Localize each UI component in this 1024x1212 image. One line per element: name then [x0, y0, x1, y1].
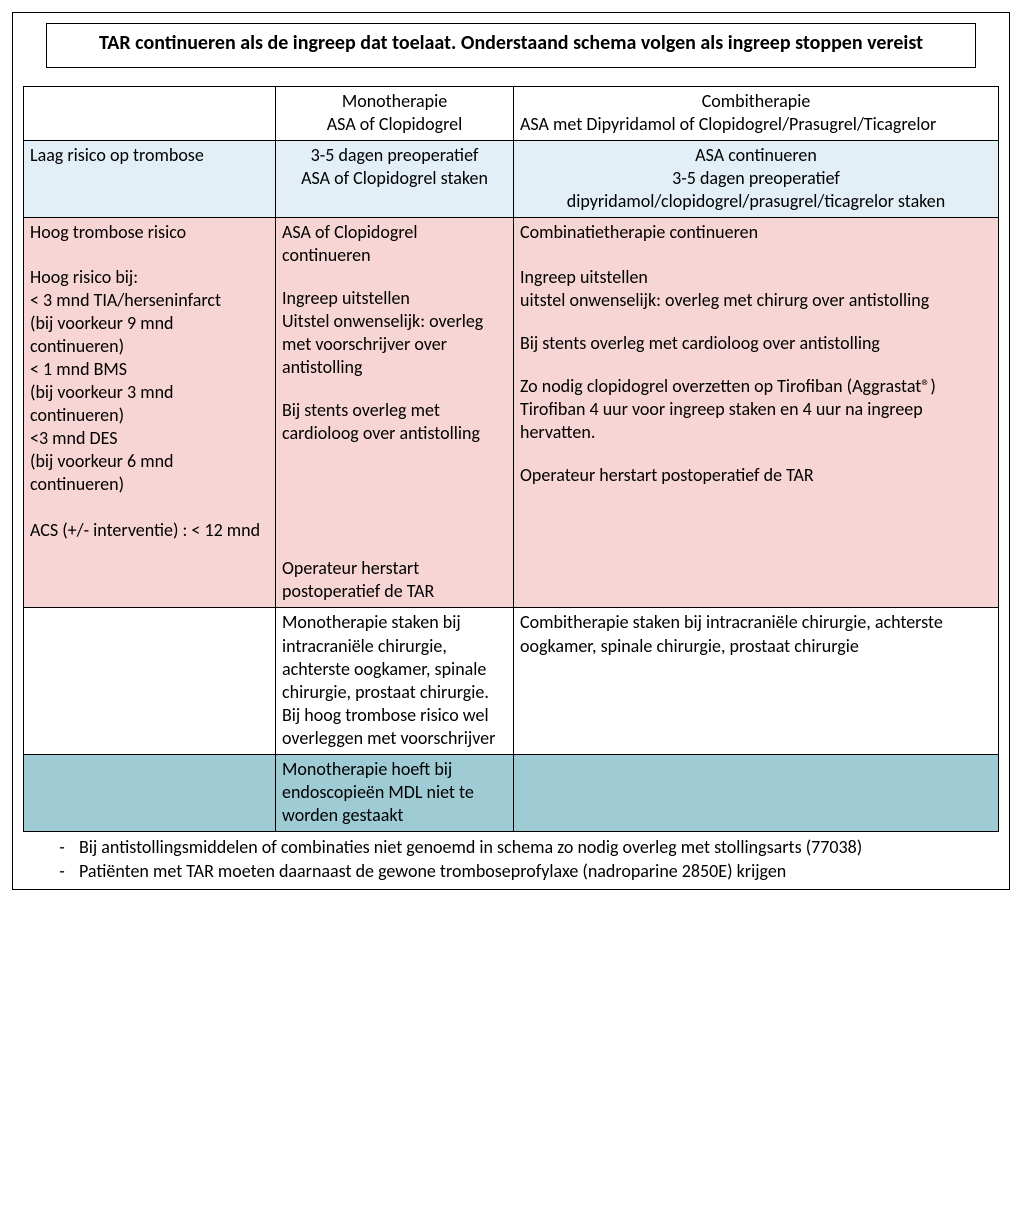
cell-endo-mono: Monotherapie hoeft bij endoscopieën MDL …	[276, 754, 514, 831]
cell-low-risk: Laag risico op trombose	[24, 141, 276, 218]
cell-high-combi: Combinatietherapie continueren Ingreep u…	[514, 218, 999, 608]
high-mono-l1: ASA of Clopidogrel continueren	[282, 221, 507, 267]
table-header-row: Monotherapie ASA of Clopidogrel Combithe…	[24, 87, 999, 141]
note-2-text: Patiënten met TAR moeten daarnaast de ge…	[79, 860, 999, 884]
header-mono-line2: ASA of Clopidogrel	[282, 113, 507, 136]
high-mono-l2: Ingreep uitstellen	[282, 287, 507, 310]
high-risk-l2: Hoog risico bij:	[30, 266, 269, 289]
high-combi-l3: uitstel onwenselijk: overleg met chirurg…	[520, 289, 992, 312]
page-title: TAR continueren als de ingreep dat toela…	[99, 31, 923, 55]
high-combi-l1: Combinatietherapie continueren	[520, 221, 992, 244]
high-mono-l5: Operateur herstart postoperatief de TAR	[282, 557, 507, 603]
row-high-risk: Hoog trombose risico Hoog risico bij: < …	[24, 218, 999, 608]
cell-stop-risk	[24, 608, 276, 754]
high-combi-l5: Zo nodig clopidogrel overzetten op Tirof…	[520, 375, 992, 398]
high-combi-l2: Ingreep uitstellen	[520, 266, 992, 289]
low-combi-l2: 3-5 dagen preoperatief	[520, 167, 992, 190]
document-frame: TAR continueren als de ingreep dat toela…	[12, 12, 1010, 890]
high-combi-l4: Bij stents overleg met cardioloog over a…	[520, 332, 992, 355]
high-mono-l3: Uitstel onwenselijk: overleg met voorsch…	[282, 310, 507, 379]
cell-stop-combi: Combitherapie staken bij intracraniële c…	[514, 608, 999, 754]
high-risk-l5: < 1 mnd BMS	[30, 358, 269, 381]
high-risk-l4: (bij voorkeur 9 mnd continueren)	[30, 312, 269, 358]
cell-high-risk: Hoog trombose risico Hoog risico bij: < …	[24, 218, 276, 608]
high-risk-l6: (bij voorkeur 3 mnd continueren)	[30, 381, 269, 427]
high-combi-l7: Operateur herstart postoperatief de TAR	[520, 464, 992, 487]
header-mono: Monotherapie ASA of Clopidogrel	[276, 87, 514, 141]
low-combi-l3: dipyridamol/clopidogrel/prasugrel/ticagr…	[520, 190, 992, 213]
cell-endo-combi	[514, 754, 999, 831]
high-risk-l8: (bij voorkeur 6 mnd continueren)	[30, 450, 269, 496]
cell-high-mono: ASA of Clopidogrel continueren Ingreep u…	[276, 218, 514, 608]
high-risk-l3: < 3 mnd TIA/herseninfarct	[30, 289, 269, 312]
low-combi-l1: ASA continueren	[520, 144, 992, 167]
note-1-text: Bij antistollingsmiddelen of combinaties…	[79, 836, 999, 860]
row-endoscopy: Monotherapie hoeft bij endoscopieën MDL …	[24, 754, 999, 831]
header-combi: Combitherapie ASA met Dipyridamol of Clo…	[514, 87, 999, 141]
cell-low-combi: ASA continueren 3-5 dagen preoperatief d…	[514, 141, 999, 218]
footer-notes: - Bij antistollingsmiddelen of combinati…	[23, 832, 999, 884]
therapy-table: Monotherapie ASA of Clopidogrel Combithe…	[23, 86, 999, 832]
high-mono-l4: Bij stents overleg met cardioloog over a…	[282, 399, 507, 445]
cell-low-mono: 3-5 dagen preoperatief ASA of Clopidogre…	[276, 141, 514, 218]
row-stop-therapy: Monotherapie staken bij intracraniële ch…	[24, 608, 999, 754]
title-box: TAR continueren als de ingreep dat toela…	[46, 23, 976, 68]
high-combi-l6: Tirofiban 4 uur voor ingreep staken en 4…	[520, 398, 992, 444]
high-risk-l7: <3 mnd DES	[30, 427, 269, 450]
header-mono-line1: Monotherapie	[282, 90, 507, 113]
cell-endo-risk	[24, 754, 276, 831]
note-1: - Bij antistollingsmiddelen of combinati…	[45, 836, 999, 860]
bullet-dash-icon: -	[45, 860, 79, 884]
low-mono-l1: 3-5 dagen preoperatief	[282, 144, 507, 167]
high-risk-l1: Hoog trombose risico	[30, 221, 269, 244]
header-risk	[24, 87, 276, 141]
low-mono-l2: ASA of Clopidogrel staken	[282, 167, 507, 190]
note-2: - Patiënten met TAR moeten daarnaast de …	[45, 860, 999, 884]
header-combi-line1: Combitherapie	[520, 90, 992, 113]
bullet-dash-icon: -	[45, 836, 79, 860]
header-combi-line2: ASA met Dipyridamol of Clopidogrel/Prasu…	[520, 113, 992, 136]
high-risk-l9: ACS (+/- interventie) : < 12 mnd	[30, 519, 269, 542]
row-low-risk: Laag risico op trombose 3-5 dagen preope…	[24, 141, 999, 218]
cell-stop-mono: Monotherapie staken bij intracraniële ch…	[276, 608, 514, 754]
